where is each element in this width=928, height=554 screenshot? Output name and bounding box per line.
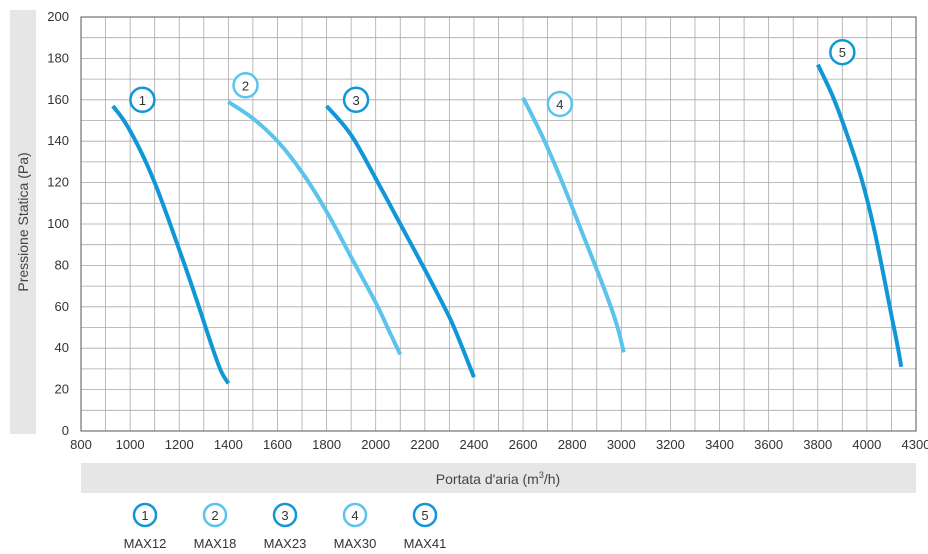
legend-badge-circle bbox=[202, 502, 228, 528]
x-tick-label: 2200 bbox=[410, 437, 439, 452]
y-tick-label: 60 bbox=[55, 299, 69, 314]
legend-label: MAX18 bbox=[194, 536, 237, 551]
series-badge-3: 3 bbox=[342, 86, 370, 114]
legend-item-max12: 1 MAX12 bbox=[124, 502, 167, 551]
series-badge-5: 5 bbox=[829, 38, 856, 66]
x-tick-label: 3800 bbox=[803, 437, 832, 452]
x-tick-label: 3200 bbox=[656, 437, 685, 452]
x-tick-label: 3600 bbox=[754, 437, 783, 452]
legend-item-max18: 2 MAX18 bbox=[194, 502, 237, 551]
x-axis-title-panel bbox=[81, 463, 916, 493]
y-tick-label: 0 bbox=[62, 423, 69, 438]
series-badge-1: 1 bbox=[129, 86, 156, 114]
badge-circle bbox=[342, 86, 370, 114]
series-line-max30 bbox=[521, 96, 626, 353]
legend-label: MAX23 bbox=[264, 536, 307, 551]
badge-circle bbox=[129, 86, 156, 114]
x-axis-title: Portata d'aria (m3/h) bbox=[436, 470, 560, 487]
y-tick-labels: 0 20 40 60 80 100 120 140 160 180 200 bbox=[47, 9, 69, 438]
legend-label: MAX12 bbox=[124, 536, 167, 551]
legend-item-max30: 4 MAX30 bbox=[334, 502, 377, 551]
badge-circle bbox=[829, 38, 856, 66]
x-axis-title-suffix: /h) bbox=[544, 471, 560, 487]
x-tick-label: 1400 bbox=[214, 437, 243, 452]
x-tick-label: 1000 bbox=[116, 437, 145, 452]
series-line-max12 bbox=[111, 104, 231, 385]
x-tick-label: 3000 bbox=[607, 437, 636, 452]
x-tick-label: 1200 bbox=[165, 437, 194, 452]
y-tick-label: 80 bbox=[55, 257, 69, 272]
x-tick-label: 2000 bbox=[361, 437, 390, 452]
y-tick-label: 180 bbox=[47, 50, 69, 65]
legend: 1 MAX12 2 MAX18 3 MAX23 4 MAX30 5 MAX41 bbox=[124, 502, 447, 551]
y-tick-label: 200 bbox=[47, 9, 69, 24]
badge-circle bbox=[232, 72, 259, 99]
x-tick-label: 4300 bbox=[902, 437, 928, 452]
x-tick-label: 3400 bbox=[705, 437, 734, 452]
y-tick-label: 20 bbox=[55, 382, 69, 397]
legend-item-max41: 5 MAX41 bbox=[404, 502, 447, 551]
series-badge-4: 4 bbox=[546, 90, 574, 118]
y-tick-label: 40 bbox=[55, 340, 69, 355]
legend-badge-number: 2 bbox=[211, 508, 218, 523]
y-axis-title-panel bbox=[10, 10, 36, 434]
x-tick-label: 2400 bbox=[459, 437, 488, 452]
legend-badge-circle bbox=[132, 502, 158, 528]
badge-number: 4 bbox=[556, 97, 563, 112]
badge-number: 1 bbox=[139, 93, 146, 108]
x-tick-label: 800 bbox=[70, 437, 92, 452]
series-badge-2: 2 bbox=[232, 72, 259, 99]
x-tick-label: 2800 bbox=[558, 437, 587, 452]
series-line-max41 bbox=[815, 63, 904, 368]
legend-item-max23: 3 MAX23 bbox=[264, 502, 307, 551]
legend-badge-circle bbox=[412, 502, 438, 528]
y-tick-label: 100 bbox=[47, 216, 69, 231]
badge-number: 2 bbox=[242, 78, 249, 93]
x-axis-title-superscript: 3 bbox=[539, 470, 544, 480]
legend-badge-number: 1 bbox=[141, 508, 148, 523]
x-axis-title-main: Portata d'aria (m bbox=[436, 471, 539, 487]
badge-circle bbox=[546, 90, 574, 118]
y-tick-label: 120 bbox=[47, 175, 69, 190]
plot-frame bbox=[80, 16, 917, 432]
legend-badge-circle bbox=[342, 502, 368, 528]
x-tick-label: 1600 bbox=[263, 437, 292, 452]
grid bbox=[81, 17, 916, 431]
series-line-max18 bbox=[227, 100, 403, 356]
series-curves bbox=[111, 63, 904, 385]
legend-badge-number: 5 bbox=[421, 508, 428, 523]
x-tick-labels: 800 1000 1200 1400 1600 1800 2000 2200 2400 2600 2… bbox=[70, 437, 928, 452]
y-tick-label: 160 bbox=[47, 92, 69, 107]
legend-badge-number: 3 bbox=[281, 508, 288, 523]
series-line-max23 bbox=[325, 104, 476, 378]
y-tick-label: 140 bbox=[47, 133, 69, 148]
badge-number: 5 bbox=[839, 45, 846, 60]
series-badges: 1 2 3 4 5 bbox=[129, 38, 856, 118]
badge-number: 3 bbox=[352, 93, 359, 108]
legend-badge-number: 4 bbox=[351, 508, 358, 523]
legend-badge-circle bbox=[272, 502, 298, 528]
y-axis-title: Pressione Statica (Pa) bbox=[15, 152, 31, 291]
x-tick-label: 1800 bbox=[312, 437, 341, 452]
x-tick-label: 2600 bbox=[509, 437, 538, 452]
legend-label: MAX30 bbox=[334, 536, 377, 551]
legend-label: MAX41 bbox=[404, 536, 447, 551]
x-tick-label: 4000 bbox=[852, 437, 881, 452]
